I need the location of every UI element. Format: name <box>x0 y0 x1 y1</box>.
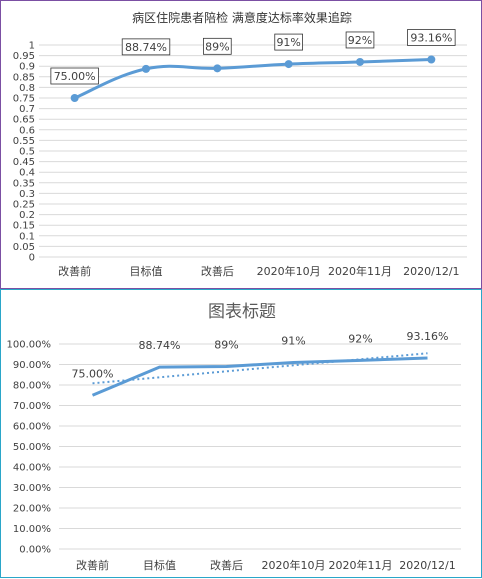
x-category-label: 2020年10月 <box>257 264 321 278</box>
y-tick-label: 60.00% <box>13 422 51 433</box>
y-tick-label: 0.05 <box>13 242 35 253</box>
x-category-label: 目标值 <box>130 264 163 278</box>
data-label-text: 92% <box>348 34 372 47</box>
y-tick-label: 10.00% <box>13 524 51 535</box>
y-tick-label: 30.00% <box>13 483 51 494</box>
x-category-label: 2020/12/1 <box>399 559 455 572</box>
x-category-label: 2020年11月 <box>329 558 393 572</box>
data-point <box>142 64 150 73</box>
y-tick-label: 0.4 <box>19 168 35 179</box>
y-tick-label: 0.7 <box>19 104 35 115</box>
y-tick-label: 80.00% <box>13 381 51 392</box>
y-tick-label: 0.25 <box>13 200 35 211</box>
y-tick-label: 0.95 <box>13 51 35 62</box>
chart-top-canvas: 病区住院患者陪检 满意度达标率效果追踪 00.050.10.150.20.250… <box>13 10 467 278</box>
y-tick-label: 1 <box>29 41 35 52</box>
y-tick-label: 0.15 <box>13 221 35 232</box>
y-tick-label: 0.9 <box>19 62 35 73</box>
series-line <box>91 356 428 397</box>
chart-title: 病区住院患者陪检 满意度达标率效果追踪 <box>132 10 352 25</box>
x-category-label: 目标值 <box>143 558 176 572</box>
data-point <box>427 55 436 64</box>
x-category-label: 2020年10月 <box>262 558 326 572</box>
data-label-box <box>407 29 456 46</box>
chart-bottom-canvas: 图表标题 0.00% 10.00% 20.00% 30.00% 40.00% 50.00%… <box>7 302 461 572</box>
data-label: 89% <box>214 339 238 352</box>
y-tick-label: 100.00% <box>7 340 52 351</box>
data-label-text: 89% <box>205 40 229 53</box>
y-tick-label: 0.85 <box>13 72 35 83</box>
x-category-label: 2020年11月 <box>328 264 392 278</box>
y-tick-label: 0.5 <box>19 147 35 158</box>
x-category-label: 改善前 <box>76 558 109 572</box>
y-tick-label: 0.6 <box>19 125 35 136</box>
data-point <box>284 60 293 69</box>
data-label-box <box>345 31 375 49</box>
x-category-label: 改善后 <box>201 264 234 278</box>
data-label: 92% <box>345 31 375 49</box>
data-label-text: 93.16% <box>410 32 452 45</box>
chart-title: 图表标题 <box>208 302 276 322</box>
data-label-text: 88.74% <box>125 41 167 54</box>
data-label: 75.00% <box>72 367 114 380</box>
data-point <box>213 64 222 73</box>
y-tick-label: 50.00% <box>13 442 51 453</box>
data-label: 89% <box>203 37 232 55</box>
y-tick-label: 0.45 <box>13 157 35 168</box>
data-label-text: 75.00% <box>54 70 96 83</box>
chart-panel-top: 病区住院患者陪检 满意度达标率效果追踪 0 0.05 0.1 0.15 0.2 0.25 0… <box>0 0 482 289</box>
data-label-text: 91% <box>276 36 300 49</box>
y-tick-label: 0.65 <box>13 115 35 126</box>
x-category-label: 2020/12/1 <box>403 265 459 278</box>
series-line <box>74 58 432 100</box>
y-tick-label: 0 <box>29 253 35 264</box>
y-tick-label: 20.00% <box>13 504 51 515</box>
y-tick-label: 0.35 <box>13 178 35 189</box>
x-category-label: 改善前 <box>58 264 91 278</box>
data-label: 88.74% <box>121 38 171 56</box>
data-point <box>356 57 364 66</box>
y-tick-label: 70.00% <box>13 401 51 412</box>
y-tick-label: 0.55 <box>13 136 35 147</box>
data-label-box <box>50 67 99 85</box>
y-tick-label: 40.00% <box>13 463 51 474</box>
y-tick-label: 0.8 <box>19 83 35 94</box>
chart-panel-bottom: 图表标题 0.00% 10.00% 20.00% 30.00% 40.00% 50.00%… <box>0 289 482 578</box>
data-label: 93.16% <box>407 29 456 46</box>
data-label-box <box>203 37 232 55</box>
data-point <box>70 94 79 102</box>
data-label: 91% <box>274 33 303 51</box>
data-label: 91% <box>281 334 305 347</box>
y-tick-label: 0.2 <box>19 210 35 221</box>
y-tick-label: 0.3 <box>19 189 35 200</box>
y-tick-label: 90.00% <box>13 360 51 371</box>
data-label: 75.00% <box>50 67 99 85</box>
data-label-box <box>274 33 303 51</box>
data-label: 92% <box>348 332 372 345</box>
x-category-label: 改善后 <box>210 558 243 572</box>
y-tick-label: 0.75 <box>13 94 35 105</box>
data-label: 93.16% <box>407 330 449 343</box>
data-label-box <box>121 38 171 56</box>
y-tick-label: 0.1 <box>19 231 35 242</box>
data-label: 88.74% <box>139 339 181 352</box>
trendline <box>92 352 428 385</box>
y-tick-label: 0.00% <box>19 545 51 556</box>
